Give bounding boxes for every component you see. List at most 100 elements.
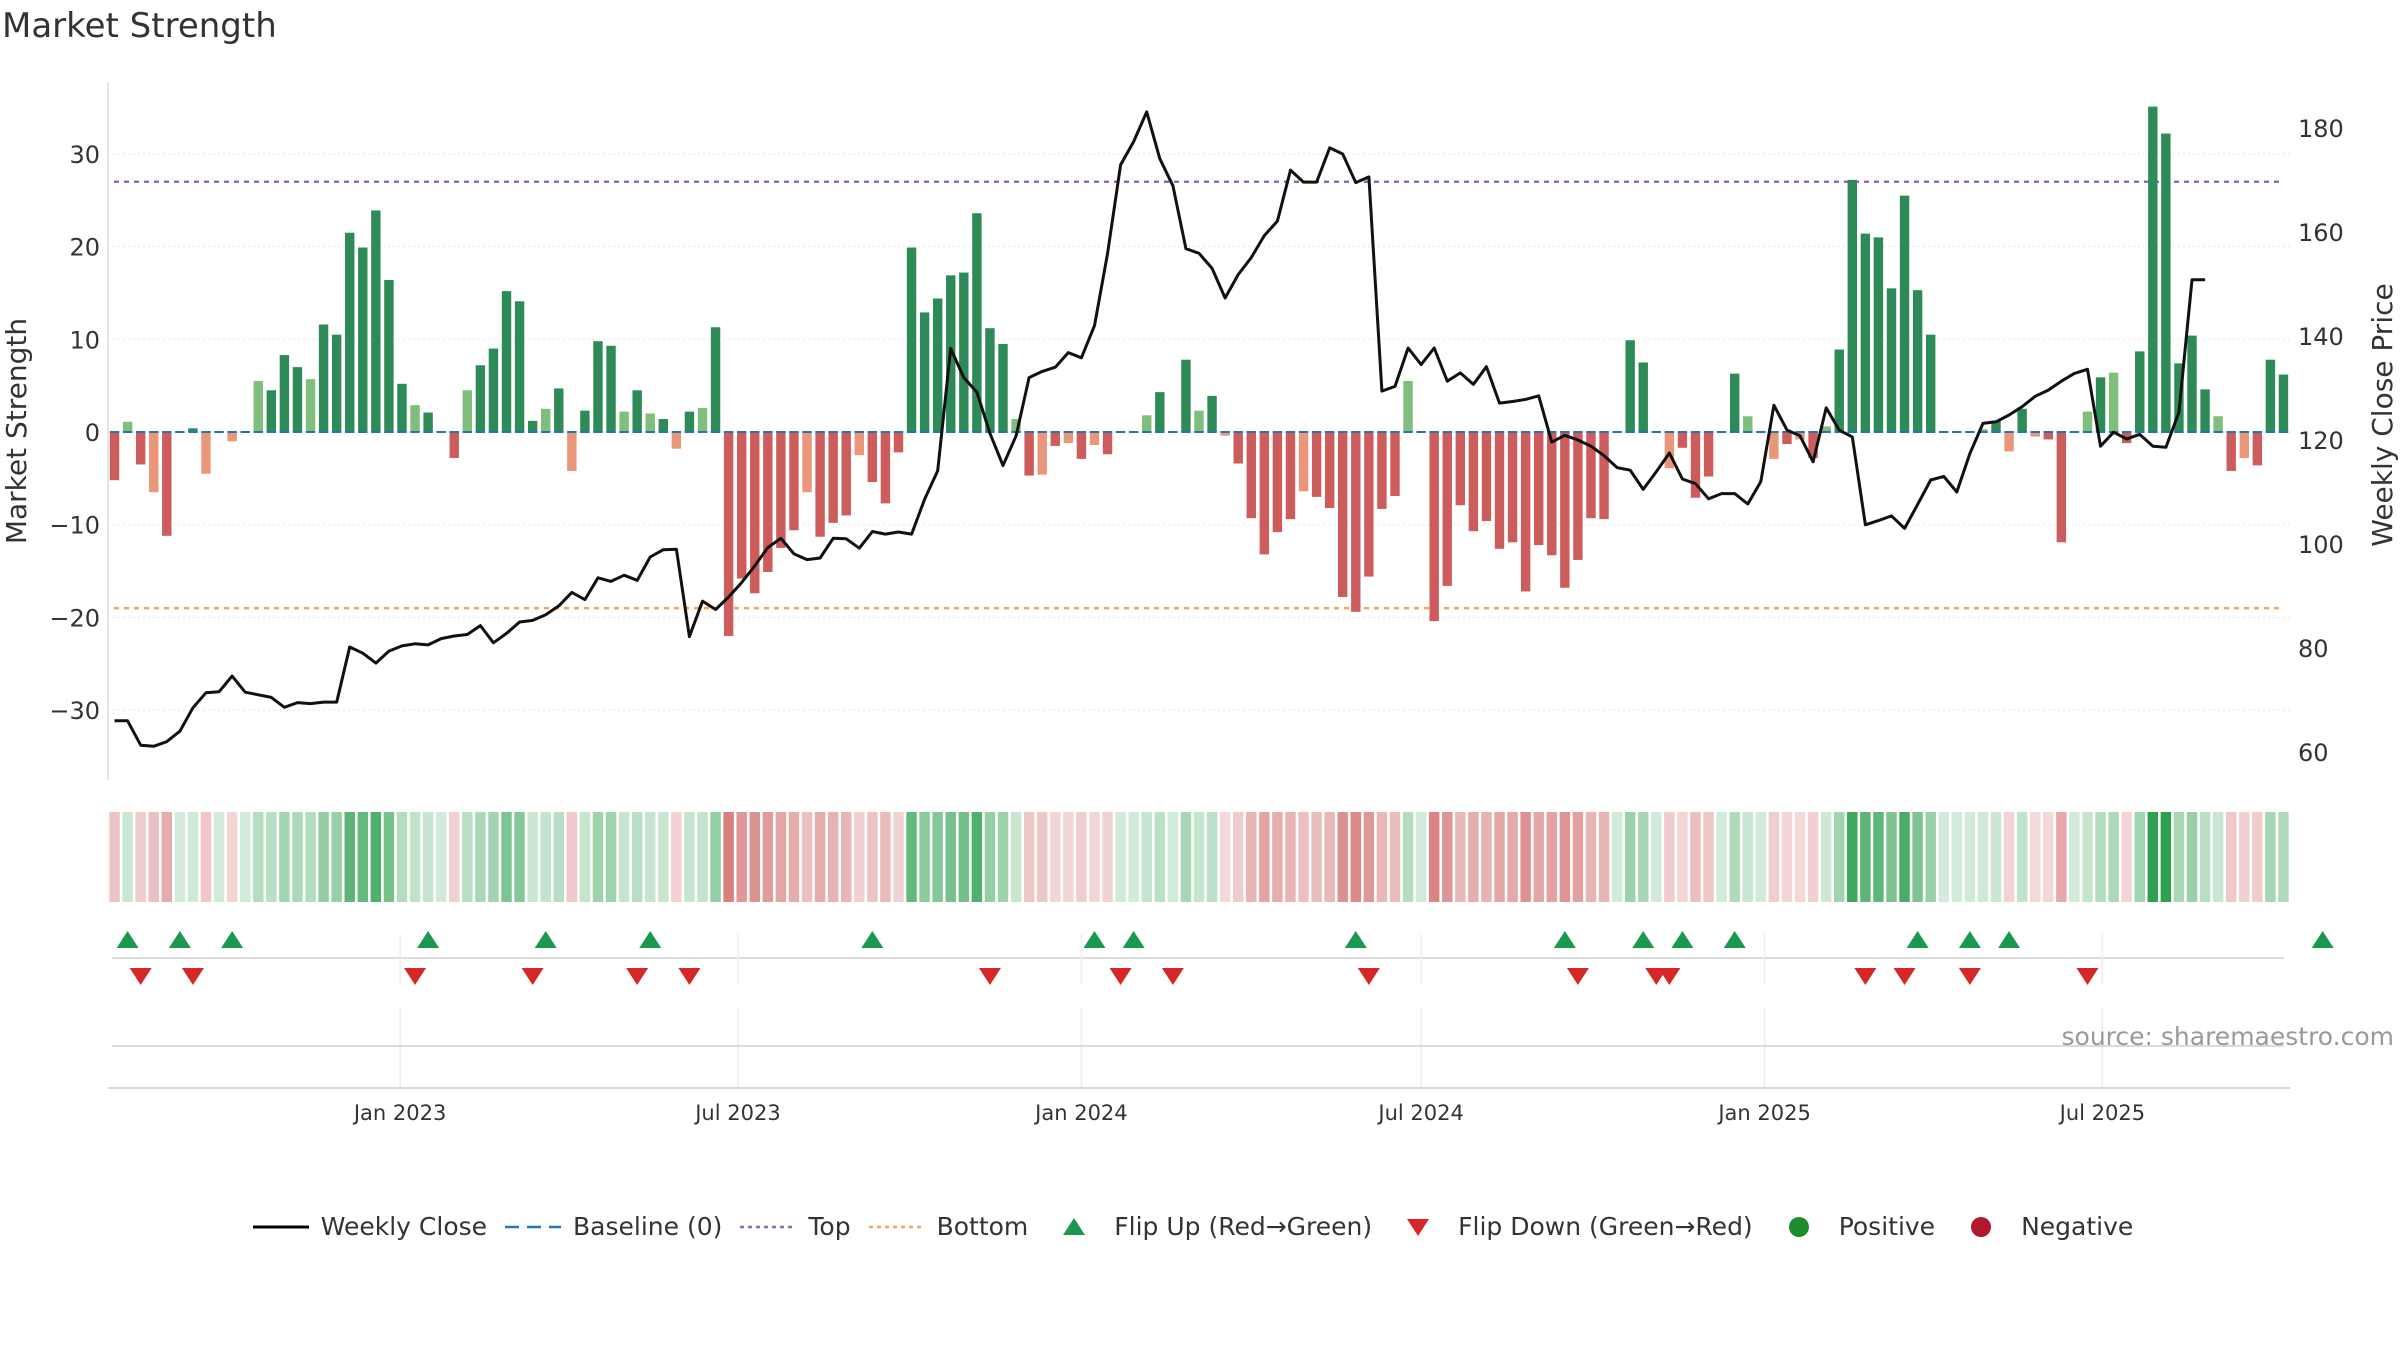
strength-band-cell — [1755, 812, 1767, 902]
strength-bar — [514, 301, 525, 432]
strength-band-cell — [1141, 812, 1152, 902]
strength-band-cell — [566, 812, 578, 902]
strength-band-cell — [1180, 812, 1192, 902]
strength-band-cell — [2265, 812, 2276, 902]
x-tick-label: Jul 2024 — [1376, 1101, 1463, 1125]
strength-bar — [802, 432, 812, 493]
strength-bar — [227, 432, 237, 442]
strength-band-cell — [1481, 812, 1492, 902]
strength-band-cell — [1977, 812, 1989, 902]
strength-bar — [710, 327, 721, 432]
strength-band-cell — [1716, 812, 1727, 902]
flip-down-marker — [1658, 968, 1681, 985]
strength-bar — [789, 432, 799, 531]
y-tick-right: 180 — [2298, 115, 2344, 143]
strength-band-cell — [579, 812, 591, 902]
legend-label: Positive — [1838, 1212, 1936, 1241]
strength-bar — [776, 432, 786, 548]
strength-bar — [2226, 432, 2236, 471]
strength-band-cell — [1376, 812, 1388, 902]
strength-bar — [1886, 288, 1897, 432]
strength-bar — [2004, 432, 2014, 452]
flip-up-marker — [2311, 931, 2334, 948]
y-tick-right: 80 — [2298, 635, 2329, 663]
y-tick-left: −30 — [49, 697, 100, 725]
strength-bar — [2278, 374, 2289, 432]
flip-up-marker — [861, 931, 884, 948]
triangle-up-icon — [1063, 1217, 1086, 1235]
legend-item: Top — [738, 1212, 851, 1241]
strength-bar — [410, 405, 420, 432]
strength-band-cell — [553, 812, 564, 902]
strength-band-cell — [527, 812, 538, 902]
y-tick-left: 30 — [69, 141, 100, 169]
line-dotted-icon — [740, 1225, 797, 1228]
y-axis-label-right: Weekly Close Price — [2366, 283, 2399, 546]
strength-bar — [1899, 195, 1910, 432]
strength-band-cell — [1298, 812, 1309, 902]
flip-up-marker — [1958, 931, 1981, 948]
strength-bar — [331, 334, 342, 432]
strength-bar — [292, 367, 303, 432]
strength-band-cell — [592, 812, 604, 902]
y-axis-label-left: Market Strength — [0, 318, 33, 544]
triangle-down-icon — [1407, 1218, 1430, 1236]
strength-band-cell — [723, 812, 734, 902]
strength-bar — [2135, 351, 2145, 432]
strength-bar — [1638, 362, 1648, 432]
flip-up-marker — [534, 931, 557, 948]
strength-band-cell — [1964, 812, 1976, 902]
strength-bar — [1155, 392, 1165, 432]
strength-bar — [1847, 179, 1857, 432]
strength-bar — [658, 419, 669, 432]
strength-band-cell — [1219, 812, 1231, 902]
strength-band-cell — [1546, 812, 1558, 902]
strength-band-cell — [631, 812, 643, 902]
strength-band-cell — [226, 812, 238, 902]
strength-band-cell — [279, 812, 290, 902]
flip-up-marker — [639, 931, 662, 948]
strength-bar — [423, 412, 433, 432]
strength-band-cell — [2016, 812, 2028, 902]
strength-bar — [1324, 432, 1335, 509]
strength-bar — [906, 247, 917, 432]
strength-band-cell — [1794, 812, 1806, 902]
chart-title: Market Strength — [2, 6, 277, 46]
strength-bar — [1625, 340, 1635, 432]
strength-band-cell — [710, 812, 721, 902]
flip-up-marker — [1998, 931, 2021, 948]
strength-band-cell — [2043, 812, 2054, 902]
strength-band-cell — [2121, 812, 2132, 902]
strength-band-cell — [854, 812, 865, 902]
strength-band-cell — [122, 812, 133, 902]
flip-up-marker — [1083, 931, 1106, 948]
chart-legend: Weekly Close Baseline (0) Top Bottom Flip Up… — [0, 1212, 2400, 1241]
strength-band-cell — [1807, 812, 1819, 902]
strength-band-cell — [814, 812, 826, 902]
strength-band-cell — [1820, 812, 1832, 902]
legend-label: Baseline (0) — [573, 1212, 723, 1241]
y-tick-right: 120 — [2298, 427, 2344, 455]
strength-bar — [697, 407, 708, 432]
strength-bar — [750, 432, 760, 594]
strength-bar — [1272, 432, 1283, 533]
strength-band-cell — [2173, 812, 2185, 902]
strength-band-cell — [1847, 812, 1858, 902]
strength-bar — [2252, 432, 2263, 466]
strength-band-cell — [187, 812, 199, 902]
strength-bar — [371, 210, 381, 432]
strength-band-cell — [958, 812, 970, 902]
y-tick-right: 60 — [2298, 739, 2329, 767]
strength-bar — [541, 408, 551, 432]
strength-bar — [1429, 432, 1439, 622]
strength-bar — [723, 432, 734, 636]
legend-item: Flip Down (Green→Red) — [1388, 1212, 1753, 1241]
strength-band-cell — [2199, 812, 2211, 902]
strength-band-cell — [501, 812, 512, 902]
y-tick-left: 0 — [85, 419, 100, 447]
strength-band-cell — [344, 812, 355, 902]
circle-icon — [1971, 1216, 1992, 1237]
strength-bar — [279, 355, 290, 432]
strength-band-cell — [1442, 812, 1453, 902]
strength-band-cell — [775, 812, 787, 902]
